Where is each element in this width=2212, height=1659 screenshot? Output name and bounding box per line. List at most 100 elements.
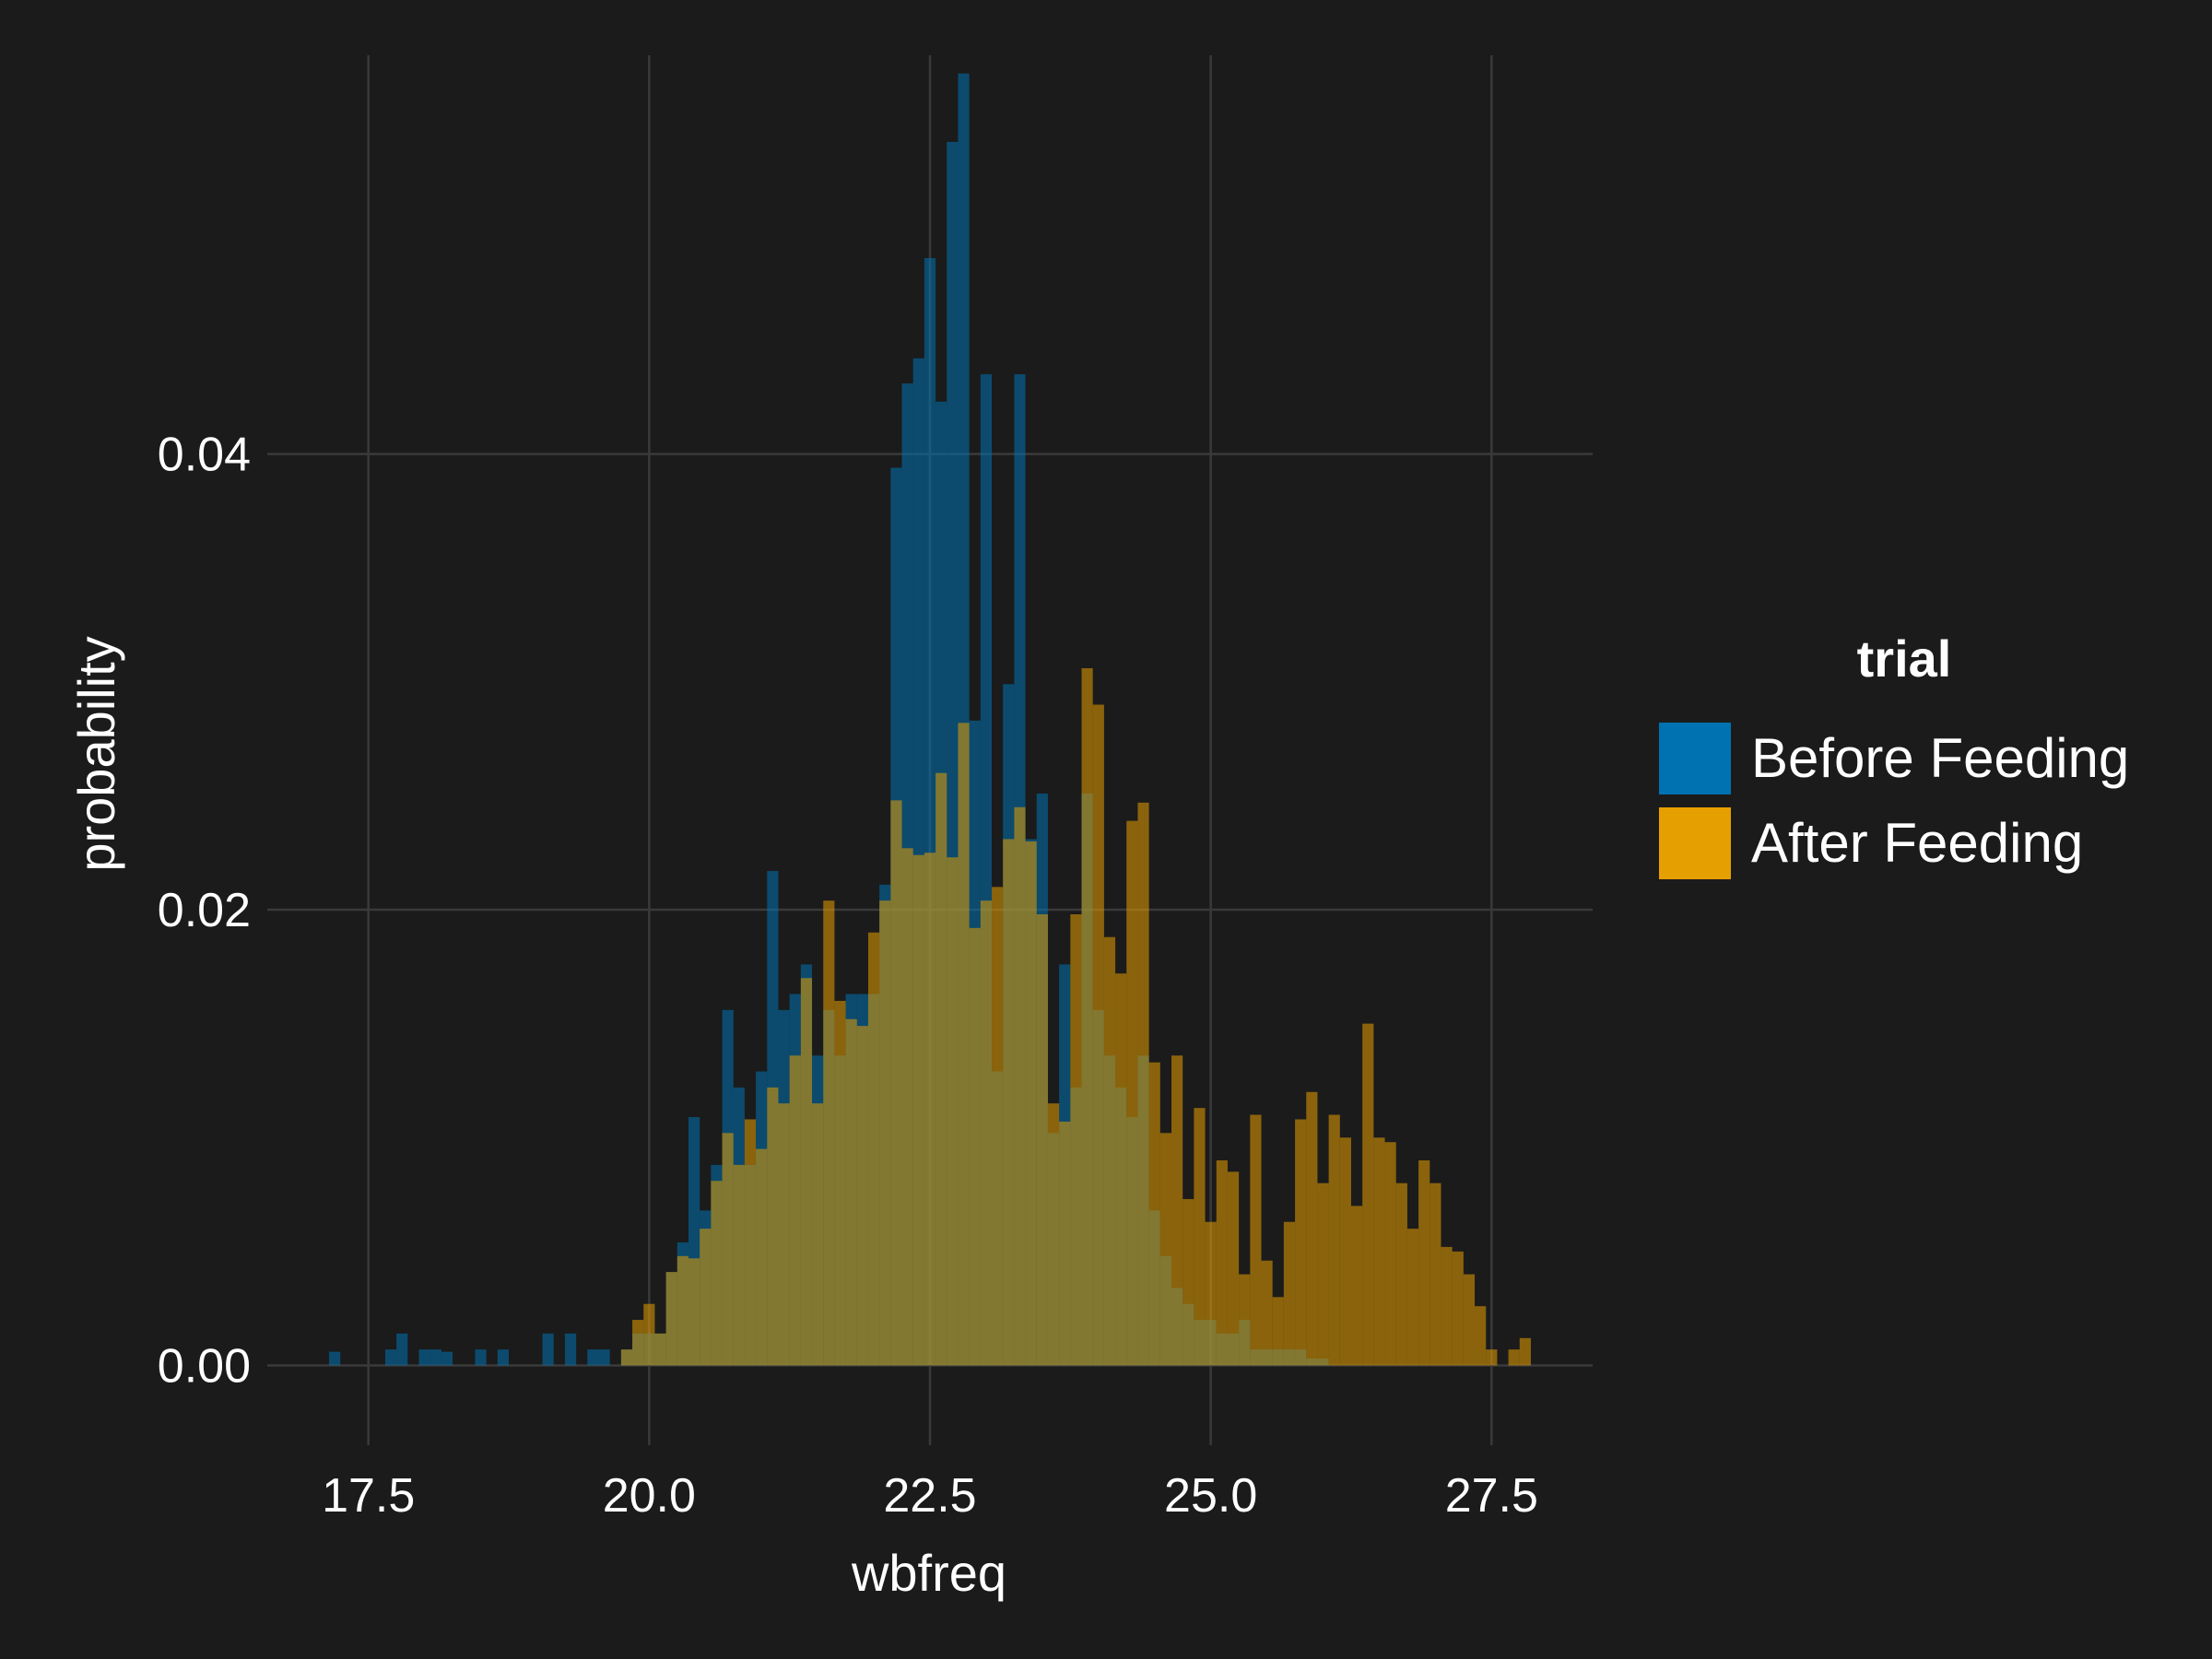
histogram-bar: [778, 1103, 790, 1366]
histogram-bar: [1306, 1091, 1318, 1366]
histogram-bar: [1182, 1199, 1194, 1366]
histogram-bar: [418, 1349, 430, 1366]
histogram-bar: [1171, 1055, 1183, 1366]
histogram-bar: [1295, 1119, 1307, 1366]
x-tick-label: 20.0: [603, 1469, 696, 1523]
histogram-bar: [1159, 1133, 1172, 1366]
histogram-bar: [587, 1349, 599, 1366]
histogram-bar: [1272, 1297, 1284, 1366]
histogram-bar: [1014, 806, 1026, 1366]
histogram-bar: [867, 932, 880, 1366]
histogram-bar: [396, 1333, 408, 1366]
legend-swatch-after-feeding: [1659, 807, 1731, 879]
histogram-bar: [834, 1000, 846, 1366]
histogram-bar: [1418, 1159, 1430, 1366]
histogram-bar: [1194, 1108, 1206, 1366]
histogram-bar: [654, 1333, 666, 1366]
histogram-bar: [1519, 1337, 1531, 1366]
histogram-bar: [935, 772, 947, 1366]
histogram-bar: [901, 848, 913, 1366]
x-tick-label: 25.0: [1164, 1469, 1257, 1523]
histogram-bar: [688, 1258, 700, 1366]
y-axis-title: probability: [67, 636, 125, 871]
histogram-bar: [1115, 973, 1127, 1366]
x-tick-label: 27.5: [1445, 1469, 1538, 1523]
y-tick-label: 0.04: [158, 429, 251, 482]
histogram-bar: [958, 723, 970, 1366]
x-axis-ticks: 17.5 20.0 22.5 25.0 27.5: [322, 1469, 1538, 1523]
histogram-bar: [1463, 1274, 1476, 1366]
histogram-bar: [1508, 1349, 1520, 1366]
histogram-bar: [497, 1349, 510, 1366]
histogram-bar: [620, 1349, 633, 1366]
histogram-bar: [1250, 1114, 1262, 1366]
histogram-bar: [980, 900, 993, 1366]
y-tick-label: 0.00: [158, 1339, 251, 1393]
histogram-bar: [879, 900, 891, 1366]
histogram-bar: [711, 1181, 723, 1366]
histogram-bar: [969, 927, 981, 1366]
histogram-bar: [845, 1018, 857, 1366]
histogram-bar: [744, 1119, 757, 1366]
histogram-bar: [1070, 913, 1082, 1366]
histogram-bar: [812, 1103, 824, 1366]
histogram-bar: [890, 800, 902, 1366]
x-tick-label: 17.5: [322, 1469, 415, 1523]
histogram-bar: [1328, 1114, 1340, 1366]
legend-swatch-before-feeding: [1659, 723, 1731, 794]
histogram-bar: [1205, 1221, 1217, 1366]
histogram-bar: [1081, 668, 1093, 1366]
histogram-bar: [542, 1333, 554, 1366]
histogram-bar: [1103, 936, 1116, 1366]
histogram-bar: [475, 1349, 487, 1366]
histogram-bar: [1486, 1349, 1498, 1366]
histogram-bar: [1406, 1229, 1419, 1366]
histogram-bar: [992, 887, 1004, 1366]
histogram-bar: [1148, 1062, 1160, 1366]
legend-label-before-feeding: Before Feeding: [1751, 727, 2129, 789]
histogram-bar: [733, 1164, 745, 1366]
histogram-bar: [767, 1087, 779, 1366]
histogram-bar: [1430, 1182, 1441, 1366]
x-axis-title: wbfreq: [851, 1544, 1006, 1602]
histogram-bar: [1003, 839, 1015, 1366]
histogram-bar: [700, 1229, 712, 1366]
x-tick-label: 22.5: [883, 1469, 976, 1523]
histogram-bar: [1261, 1260, 1273, 1366]
histogram-bar: [1047, 1103, 1060, 1366]
histogram-bar: [1475, 1306, 1487, 1366]
histogram-bar: [329, 1351, 341, 1366]
histogram-bar: [665, 1272, 677, 1366]
legend-title: trial: [1857, 629, 1952, 688]
histogram-bar: [441, 1351, 453, 1366]
histogram-bar: [756, 1148, 768, 1366]
histogram-bar: [912, 854, 924, 1366]
histogram-bar: [1126, 820, 1138, 1366]
histogram-bar: [800, 978, 813, 1366]
histogram-bar: [632, 1320, 644, 1366]
histogram-bar: [1362, 1023, 1374, 1366]
histogram-bar: [1227, 1171, 1240, 1366]
y-axis-ticks: 0.00 0.02 0.04: [158, 429, 251, 1394]
histogram-bar: [1373, 1137, 1385, 1366]
histogram-bar: [429, 1349, 441, 1366]
histogram-bar: [1283, 1221, 1296, 1366]
histogram-bar: [1036, 913, 1048, 1366]
histogram-bar: [564, 1333, 577, 1366]
histogram-bar: [677, 1255, 688, 1366]
histogram-bar: [1137, 802, 1149, 1366]
histogram-bar: [1092, 704, 1104, 1366]
histogram-bar: [947, 857, 959, 1366]
histogram-bar: [1441, 1246, 1453, 1366]
histogram-bar: [856, 1026, 868, 1366]
histogram-bar: [1025, 841, 1037, 1366]
histogram-bar: [823, 900, 835, 1366]
histogram-bar: [1059, 1121, 1071, 1366]
histogram-bar: [643, 1303, 655, 1366]
histogram-bar: [1452, 1251, 1464, 1366]
histogram-bar: [1339, 1137, 1351, 1366]
histogram-bar: [924, 853, 936, 1366]
histogram-bar: [1395, 1182, 1407, 1366]
histogram-bar: [1317, 1182, 1329, 1366]
